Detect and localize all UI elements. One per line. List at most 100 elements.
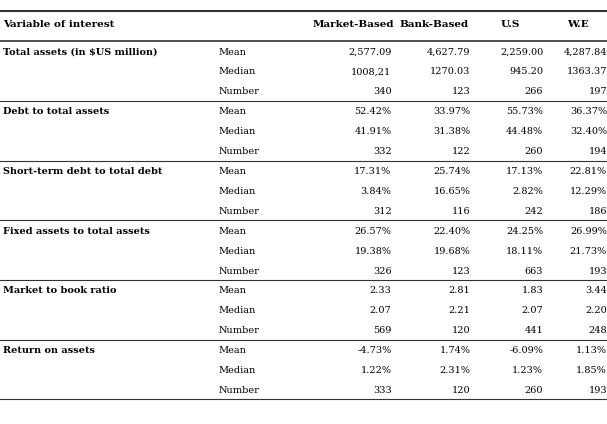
Text: 17.31%: 17.31% (354, 167, 392, 176)
Text: 1.83: 1.83 (521, 287, 543, 296)
Text: 186: 186 (589, 207, 607, 216)
Text: Median: Median (219, 127, 256, 136)
Text: 248: 248 (588, 326, 607, 335)
Text: 26.99%: 26.99% (570, 227, 607, 236)
Text: 2,577.09: 2,577.09 (348, 47, 392, 56)
Text: 52.42%: 52.42% (354, 107, 392, 116)
Text: 332: 332 (373, 147, 392, 156)
Text: 945.20: 945.20 (509, 67, 543, 76)
Text: 16.65%: 16.65% (433, 187, 470, 196)
Text: U.S: U.S (500, 20, 520, 29)
Text: 2.31%: 2.31% (439, 366, 470, 375)
Text: 26.57%: 26.57% (354, 227, 392, 236)
Text: Number: Number (219, 147, 259, 156)
Text: 266: 266 (525, 87, 543, 96)
Text: 2.21: 2.21 (449, 306, 470, 315)
Text: Market-Based: Market-Based (313, 20, 395, 29)
Text: 441: 441 (524, 326, 543, 335)
Text: 333: 333 (373, 386, 392, 395)
Text: 120: 120 (452, 386, 470, 395)
Text: 116: 116 (452, 207, 470, 216)
Text: 260: 260 (525, 147, 543, 156)
Text: 569: 569 (373, 326, 392, 335)
Text: 120: 120 (452, 326, 470, 335)
Text: 340: 340 (373, 87, 392, 96)
Text: Mean: Mean (219, 167, 246, 176)
Text: Total assets (in $US million): Total assets (in $US million) (3, 47, 158, 56)
Text: Median: Median (219, 67, 256, 76)
Text: 1363.37: 1363.37 (566, 67, 607, 76)
Text: 36.37%: 36.37% (570, 107, 607, 116)
Text: 260: 260 (525, 386, 543, 395)
Text: 312: 312 (373, 207, 392, 216)
Text: 25.74%: 25.74% (433, 167, 470, 176)
Text: 2.20: 2.20 (585, 306, 607, 315)
Text: 2.81: 2.81 (449, 287, 470, 296)
Text: 1.74%: 1.74% (439, 346, 470, 355)
Text: Number: Number (219, 386, 259, 395)
Text: Median: Median (219, 306, 256, 315)
Text: 4,287.84: 4,287.84 (563, 47, 607, 56)
Text: 19.68%: 19.68% (433, 247, 470, 256)
Text: 197: 197 (588, 87, 607, 96)
Text: 33.97%: 33.97% (433, 107, 470, 116)
Text: 123: 123 (452, 87, 470, 96)
Text: Mean: Mean (219, 346, 246, 355)
Text: Mean: Mean (219, 47, 246, 56)
Text: W.E: W.E (568, 20, 589, 29)
Text: 193: 193 (588, 267, 607, 276)
Text: 1.23%: 1.23% (512, 366, 543, 375)
Text: Fixed assets to total assets: Fixed assets to total assets (3, 227, 150, 236)
Text: Mean: Mean (219, 107, 246, 116)
Text: Median: Median (219, 187, 256, 196)
Text: 1.85%: 1.85% (576, 366, 607, 375)
Text: 21.73%: 21.73% (570, 247, 607, 256)
Text: 4,627.79: 4,627.79 (427, 47, 470, 56)
Text: 242: 242 (524, 207, 543, 216)
Text: 1.22%: 1.22% (361, 366, 392, 375)
Text: 1270.03: 1270.03 (430, 67, 470, 76)
Text: 123: 123 (452, 267, 470, 276)
Text: Median: Median (219, 366, 256, 375)
Text: Number: Number (219, 207, 259, 216)
Text: 44.48%: 44.48% (506, 127, 543, 136)
Text: Mean: Mean (219, 227, 246, 236)
Text: Number: Number (219, 87, 259, 96)
Text: 663: 663 (525, 267, 543, 276)
Text: 1008,21: 1008,21 (351, 67, 392, 76)
Text: Debt to total assets: Debt to total assets (3, 107, 109, 116)
Text: 31.38%: 31.38% (433, 127, 470, 136)
Text: 55.73%: 55.73% (506, 107, 543, 116)
Text: 19.38%: 19.38% (354, 247, 392, 256)
Text: 1.13%: 1.13% (576, 346, 607, 355)
Text: 2,259.00: 2,259.00 (500, 47, 543, 56)
Text: Mean: Mean (219, 287, 246, 296)
Text: 122: 122 (452, 147, 470, 156)
Text: 193: 193 (588, 386, 607, 395)
Text: -6.09%: -6.09% (509, 346, 543, 355)
Text: Market to book ratio: Market to book ratio (3, 287, 117, 296)
Text: Short-term debt to total debt: Short-term debt to total debt (3, 167, 163, 176)
Text: Median: Median (219, 247, 256, 256)
Text: 2.07: 2.07 (370, 306, 392, 315)
Text: 32.40%: 32.40% (570, 127, 607, 136)
Text: 2.07: 2.07 (521, 306, 543, 315)
Text: -4.73%: -4.73% (358, 346, 392, 355)
Text: 3.84%: 3.84% (361, 187, 392, 196)
Text: 2.33: 2.33 (370, 287, 392, 296)
Text: 12.29%: 12.29% (570, 187, 607, 196)
Text: Number: Number (219, 326, 259, 335)
Text: Variable of interest: Variable of interest (3, 20, 114, 29)
Text: 17.13%: 17.13% (506, 167, 543, 176)
Text: 18.11%: 18.11% (506, 247, 543, 256)
Text: 2.82%: 2.82% (512, 187, 543, 196)
Text: Return on assets: Return on assets (3, 346, 95, 355)
Text: 41.91%: 41.91% (354, 127, 392, 136)
Text: 22.40%: 22.40% (433, 227, 470, 236)
Text: 194: 194 (588, 147, 607, 156)
Text: 24.25%: 24.25% (506, 227, 543, 236)
Text: 326: 326 (373, 267, 392, 276)
Text: 3.44: 3.44 (585, 287, 607, 296)
Text: Number: Number (219, 267, 259, 276)
Text: Bank-Based: Bank-Based (399, 20, 469, 29)
